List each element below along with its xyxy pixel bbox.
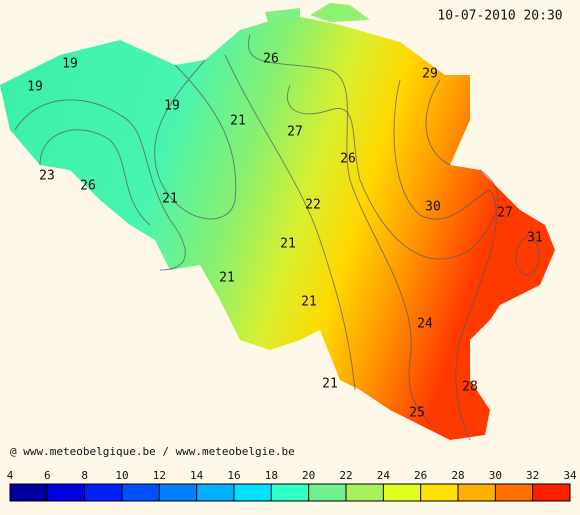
contour-line: [14, 99, 186, 271]
contour-label: 21: [301, 295, 317, 310]
colorbar-segment: [495, 484, 533, 501]
contour-line: [248, 34, 431, 426]
contour-label: 28: [462, 380, 478, 395]
contour-label: 22: [305, 198, 321, 213]
colorbar-tick-label: 34: [563, 469, 577, 482]
contour-label: 26: [340, 152, 356, 167]
contour-line: [287, 84, 499, 260]
enclave: [265, 8, 300, 22]
colorbar-tick-label: 6: [44, 469, 51, 482]
contour-line: [154, 59, 237, 220]
contour-label: 21: [280, 237, 296, 252]
contour-line: [393, 79, 498, 441]
colorbar-segment: [159, 484, 197, 501]
contour-label: 29: [422, 67, 438, 82]
colorbar: 4 6 8 10 12 14 16 18 20 22 24 26 28 30 32 34: [7, 469, 577, 502]
contour-label: 19: [164, 99, 180, 114]
contour-label: 31: [527, 231, 543, 246]
enclave: [310, 3, 370, 22]
colorbar-tick-label: 14: [190, 469, 204, 482]
contour-label: 25: [409, 406, 425, 421]
colorbar-segment: [234, 484, 272, 501]
colorbar-tick-label: 16: [227, 469, 240, 482]
contour-label: 23: [39, 169, 55, 184]
contour-label: 21: [230, 114, 246, 129]
colorbar-segment: [308, 484, 346, 501]
colorbar-segment: [532, 484, 570, 501]
colorbar-tick-label: 20: [302, 469, 315, 482]
colorbar-tick-label: 10: [115, 469, 128, 482]
colorbar-tick-label: 18: [265, 469, 278, 482]
credit: @ www.meteobelgique.be / www.meteobelgie…: [10, 445, 295, 458]
contour-label: 21: [322, 377, 338, 392]
contour-label: 21: [162, 192, 178, 207]
contour-label: 27: [497, 206, 513, 221]
contour-label: 30: [425, 200, 441, 215]
contour-label: 27: [287, 125, 303, 140]
colorbar-tick-label: 30: [489, 469, 502, 482]
colorbar-segment: [458, 484, 496, 501]
colorbar-segment: [47, 484, 85, 501]
contour-label: 24: [417, 317, 433, 332]
contour-line: [515, 234, 540, 276]
colorbar-tick-label: 32: [526, 469, 539, 482]
colorbar-segment: [346, 484, 384, 501]
colorbar-segment: [10, 484, 48, 501]
timestamp: 10-07-2010 20:30: [437, 9, 562, 24]
contour-label: 19: [27, 80, 43, 95]
contour-label: 21: [219, 271, 235, 286]
colorbar-tick-label: 28: [451, 469, 464, 482]
colorbar-tick-label: 26: [414, 469, 427, 482]
contour-line: [425, 79, 451, 166]
contour-label: 26: [263, 52, 279, 67]
colorbar-segment: [383, 484, 421, 501]
contour-label: 19: [62, 57, 78, 72]
contour-labels: 19 19 19 21 26 27 29 26 23 26 21 22 30 27 31 21 21 21 24 21…: [27, 52, 543, 421]
colorbar-tick-label: 8: [81, 469, 88, 482]
colorbar-tick-label: 22: [339, 469, 352, 482]
country-shape: [0, 15, 555, 440]
colorbar-segment: [420, 484, 458, 501]
colorbar-segment: [196, 484, 234, 501]
colorbar-frame: [9, 483, 571, 502]
colorbar-segment: [122, 484, 160, 501]
colorbar-tick-label: 4: [7, 469, 14, 482]
colorbar-segment: [84, 484, 122, 501]
contour-label: 26: [80, 179, 96, 194]
contour-line: [224, 54, 356, 391]
colorbar-tick-label: 12: [153, 469, 166, 482]
colorbar-segment: [271, 484, 309, 501]
colorbar-tick-label: 24: [377, 469, 391, 482]
contour-line: [39, 129, 151, 226]
